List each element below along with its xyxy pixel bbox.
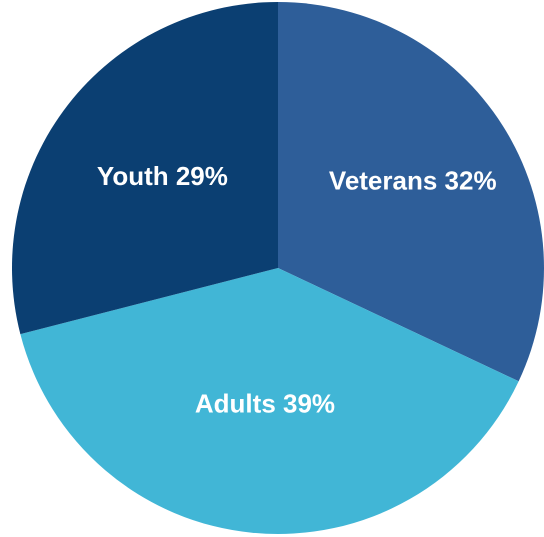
slice-label-adults: Adults 39%	[195, 389, 335, 419]
pie-slice-veterans	[278, 2, 544, 382]
pie-slices	[11, 2, 544, 535]
pie-labels: Veterans 32% Adults 39% Youth 29%	[97, 161, 497, 418]
slice-label-youth: Youth 29%	[97, 161, 228, 191]
slice-label-veterans: Veterans 32%	[329, 165, 497, 195]
pie-slice-adults	[20, 268, 519, 535]
pie-slice-youth	[11, 2, 278, 335]
